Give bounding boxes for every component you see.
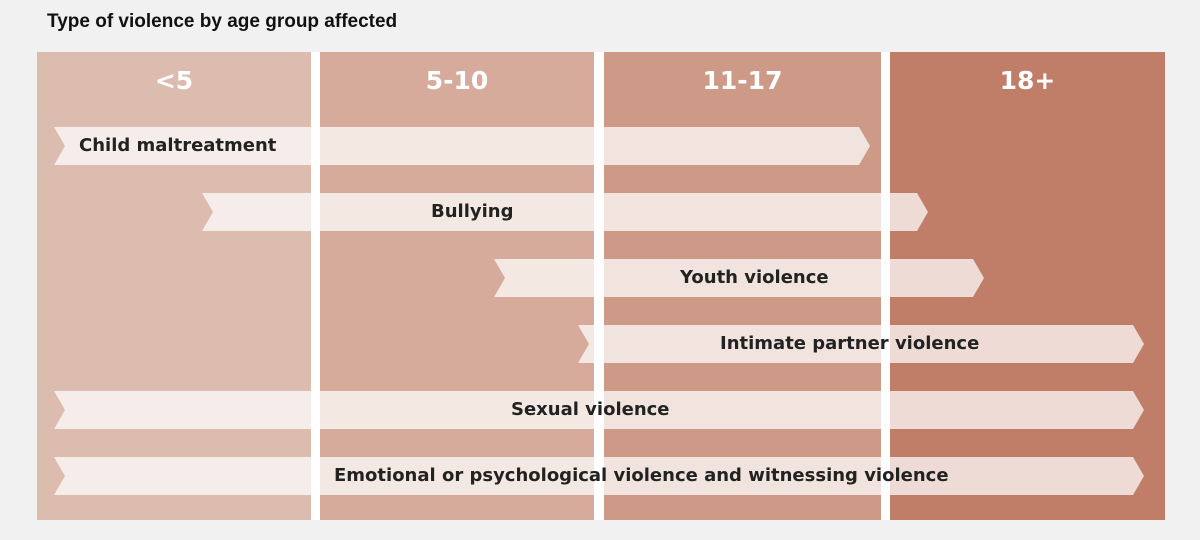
- bar-label-emotional-psychological-violence: Emotional or psychological violence and …: [334, 465, 949, 486]
- bar-label-child-maltreatment: Child maltreatment: [79, 135, 277, 156]
- bar-youth-violence: Youth violence: [494, 259, 984, 297]
- bar-label-youth-violence: Youth violence: [680, 267, 829, 288]
- bar-bullying: Bullying: [202, 193, 928, 231]
- bar-label-sexual-violence: Sexual violence: [511, 399, 670, 420]
- age-header-5-10: 5-10: [425, 66, 489, 95]
- age-header-11-17: 11-17: [702, 66, 783, 95]
- diagram-title: Type of violence by age group affected: [47, 11, 398, 32]
- bar-label-intimate-partner-violence: Intimate partner violence: [720, 333, 980, 354]
- age-header-under-5: <5: [154, 66, 194, 95]
- bar-emotional-psychological-violence: Emotional or psychological violence and …: [54, 457, 1144, 495]
- bar-child-maltreatment: Child maltreatment: [54, 127, 870, 165]
- age-header-18-plus: 18+: [999, 66, 1056, 95]
- age-column-under-5: [37, 52, 311, 520]
- bar-intimate-partner-violence: Intimate partner violence: [578, 325, 1144, 363]
- bar-sexual-violence: Sexual violence: [54, 391, 1144, 429]
- bar-label-bullying: Bullying: [431, 201, 514, 222]
